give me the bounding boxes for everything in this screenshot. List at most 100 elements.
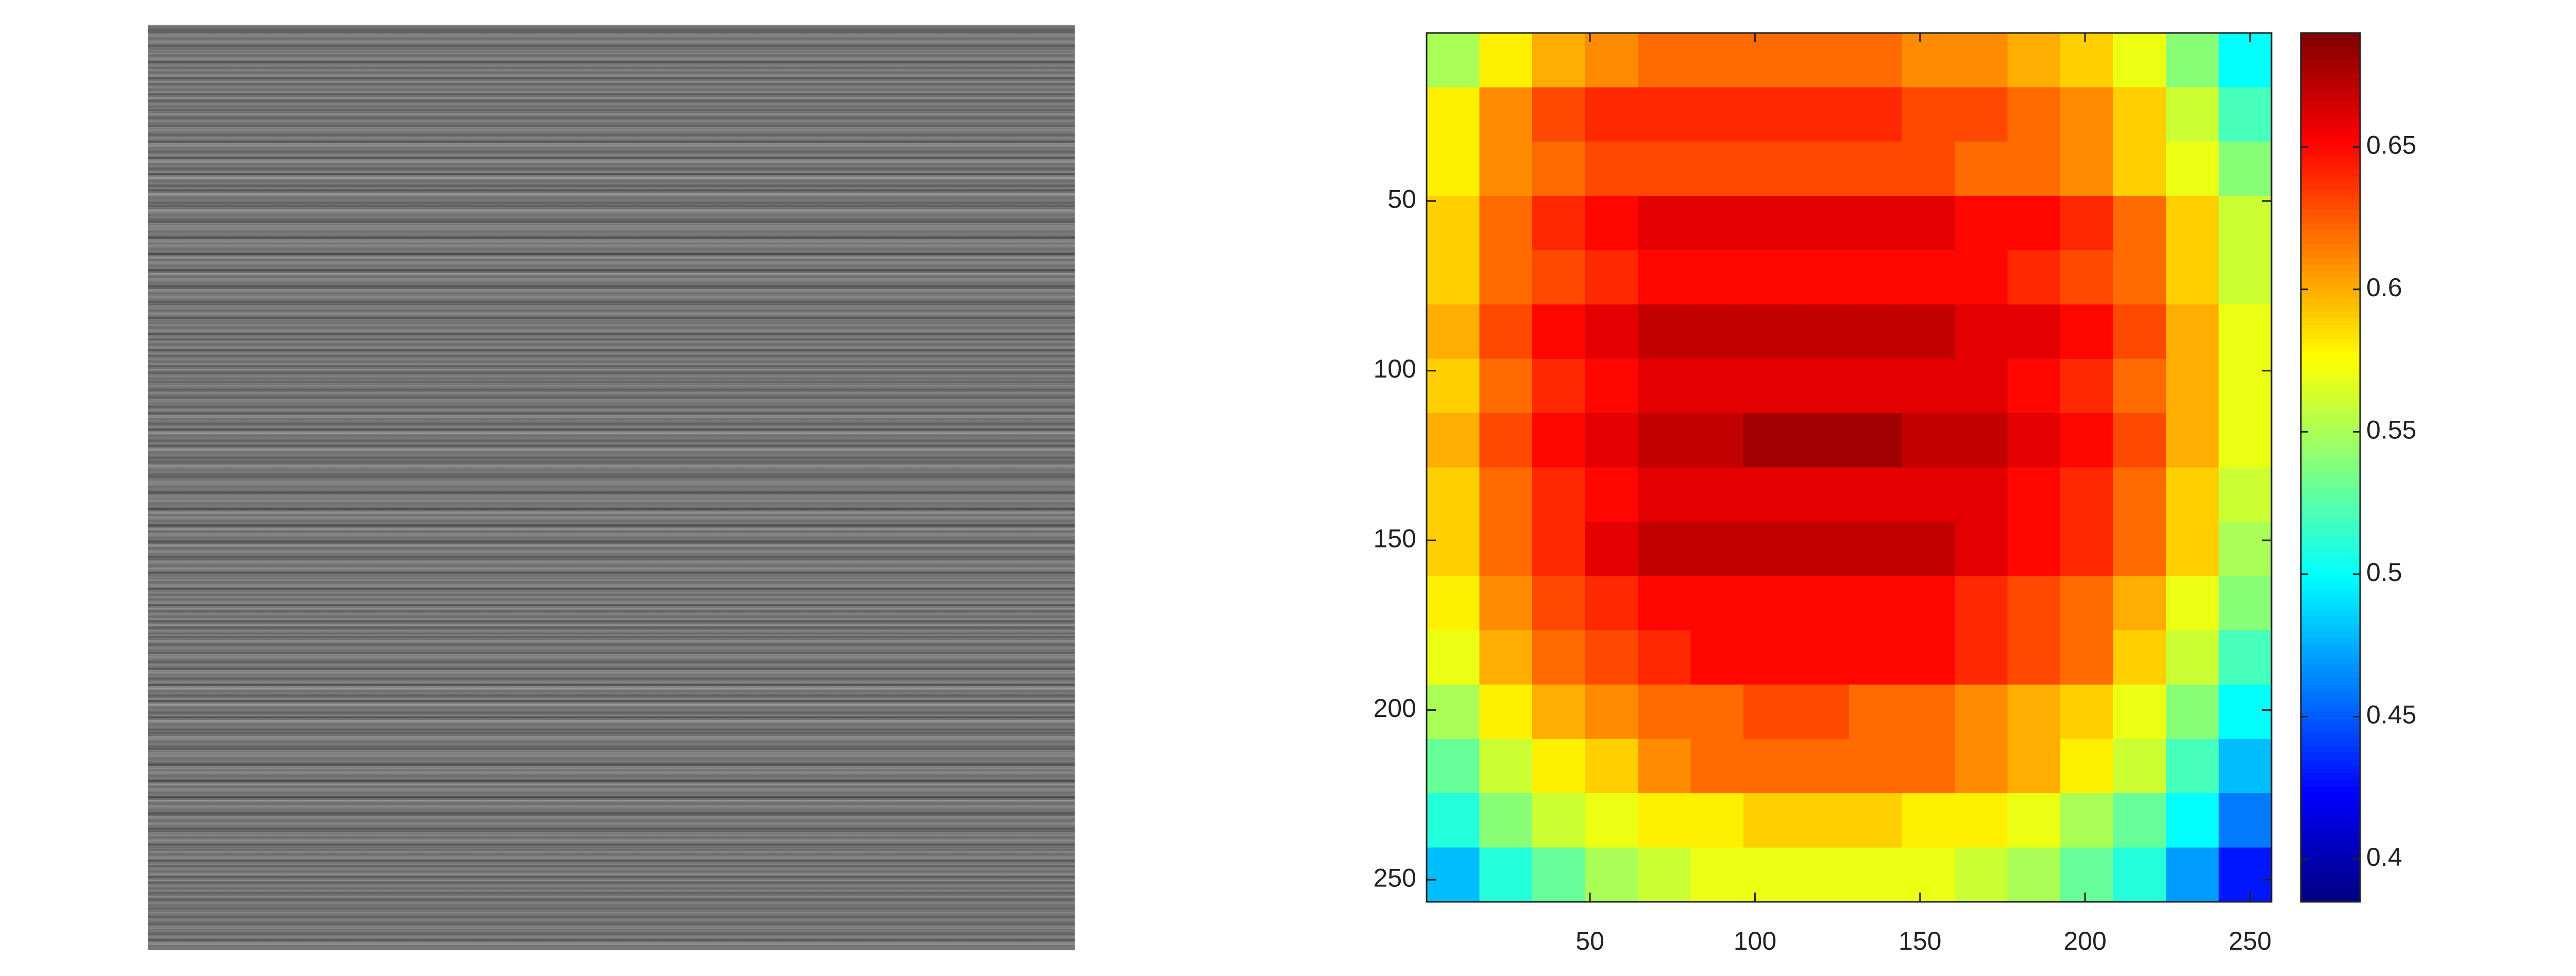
- colorbar-swatch: [2301, 562, 2360, 570]
- colorbar-swatch: [2301, 650, 2360, 658]
- colorbar-swatch: [2301, 406, 2360, 414]
- colorbar-swatch: [2301, 365, 2360, 373]
- heatmap-cell: [1532, 793, 1586, 848]
- heatmap-cell: [1532, 467, 1586, 522]
- heatmap-cell: [2007, 250, 2061, 305]
- heatmap-cell: [1532, 250, 1586, 305]
- colorbar-swatch: [2301, 175, 2360, 183]
- heatmap-cell: [2060, 250, 2114, 305]
- colorbar-swatch: [2301, 345, 2360, 353]
- colorbar-swatch: [2301, 827, 2360, 835]
- heatmap-cell: [1902, 141, 1955, 197]
- colorbar-swatch: [2301, 752, 2360, 760]
- heatmap-cell: [1690, 358, 1744, 414]
- colorbar-swatch: [2301, 596, 2360, 604]
- heatmap-cell: [1849, 521, 1903, 577]
- heatmap-cell: [2007, 847, 2061, 902]
- colorbar-swatch: [2301, 841, 2360, 848]
- colorbar-swatch: [2301, 759, 2360, 767]
- heatmap-cell: [1638, 576, 1691, 631]
- heatmap-cell: [2218, 521, 2272, 577]
- heatmap-cell: [1743, 250, 1797, 305]
- heatmap-cell: [1743, 739, 1797, 794]
- heatmap-cell: [2060, 413, 2114, 468]
- axes-frame: [1426, 32, 2273, 903]
- heatmap-cell: [1796, 684, 1850, 740]
- colorbar-swatch: [2301, 386, 2360, 393]
- heatmap-cell: [1743, 141, 1797, 197]
- colorbar-swatch: [2301, 644, 2360, 652]
- heatmap-cell: [1902, 304, 1955, 359]
- heatmap-cell: [2166, 196, 2219, 251]
- heatmap-cell: [1690, 304, 1744, 359]
- heatmap-cell: [1690, 87, 1744, 142]
- heatmap-cell: [1796, 250, 1850, 305]
- heatmap-cell: [1796, 739, 1850, 794]
- heatmap-cell: [1479, 413, 1533, 468]
- heatmap-cell: [1849, 250, 1903, 305]
- heatmap-cell: [1902, 358, 1955, 414]
- heatmap-cell: [1955, 576, 2008, 631]
- heatmap-cell: [1796, 793, 1850, 848]
- heatmap-cell: [2060, 304, 2114, 359]
- colorbar-swatch: [2301, 298, 2360, 305]
- colorbar-swatch: [2301, 40, 2360, 47]
- heatmap-cell: [1479, 304, 1533, 359]
- heatmap-cell: [1743, 196, 1797, 251]
- heatmap-cell: [1427, 467, 1480, 522]
- colorbar-swatch: [2301, 576, 2360, 584]
- colorbar-swatch: [2301, 589, 2360, 597]
- heatmap-cell: [2113, 576, 2166, 631]
- colorbar-swatch: [2301, 94, 2360, 101]
- colorbar-swatch: [2301, 488, 2360, 495]
- heatmap-cell: [1902, 250, 1955, 305]
- colorbar-swatch: [2301, 494, 2360, 502]
- heatmap-cell: [1902, 576, 1955, 631]
- colorbar-swatch: [2301, 392, 2360, 400]
- heatmap-cell: [1743, 576, 1797, 631]
- colorbar-swatch: [2301, 87, 2360, 95]
- colorbar-swatch: [2301, 162, 2360, 169]
- heatmap-cell: [1479, 739, 1533, 794]
- heatmap-cell: [2007, 358, 2061, 414]
- colorbar-swatch: [2301, 515, 2360, 522]
- colorbar-swatch: [2301, 447, 2360, 454]
- heatmap-cell: [2060, 33, 2114, 88]
- heatmap-cell: [2007, 304, 2061, 359]
- colorbar-swatch: [2301, 379, 2360, 387]
- heatmap-cell: [1427, 630, 1480, 686]
- x-tick-label: 250: [2229, 927, 2272, 955]
- heatmap-cell: [1849, 141, 1903, 197]
- heatmap-cell: [1532, 358, 1586, 414]
- heatmap-cell: [2113, 358, 2166, 414]
- colorbar-swatch: [2301, 779, 2360, 787]
- colorbar-swatch: [2301, 196, 2360, 203]
- heatmap-cell: [1796, 33, 1850, 88]
- heatmap-cell: [2060, 576, 2114, 631]
- heatmap-cell: [1955, 684, 2008, 740]
- heatmap-cell: [2060, 358, 2114, 414]
- colorbar-swatch: [2301, 725, 2360, 733]
- colorbar-swatch: [2301, 311, 2360, 319]
- colorbar-swatch: [2301, 610, 2360, 618]
- heatmap-cell: [2218, 467, 2272, 522]
- heatmap-cell: [1902, 847, 1955, 902]
- heatmap-cell: [1479, 250, 1533, 305]
- heatmap-cell: [1427, 793, 1480, 848]
- heatmap-cell: [1690, 521, 1744, 577]
- heatmap-cell: [2166, 250, 2219, 305]
- heatmap-cell: [2166, 576, 2219, 631]
- heatmap-cell: [1955, 413, 2008, 468]
- heatmap-cell: [1902, 196, 1955, 251]
- heatmap-cell: [2113, 87, 2166, 142]
- heatmap-cell: [1532, 521, 1586, 577]
- heatmap-cell: [1638, 739, 1691, 794]
- colorbar-swatch: [2301, 868, 2360, 876]
- heatmap-cell: [1955, 467, 2008, 522]
- heatmap-cell: [2060, 630, 2114, 686]
- colorbar-swatch: [2301, 46, 2360, 54]
- colorbar-swatch: [2301, 718, 2360, 726]
- colorbar-swatch: [2301, 304, 2360, 312]
- heatmap-cell: [1743, 304, 1797, 359]
